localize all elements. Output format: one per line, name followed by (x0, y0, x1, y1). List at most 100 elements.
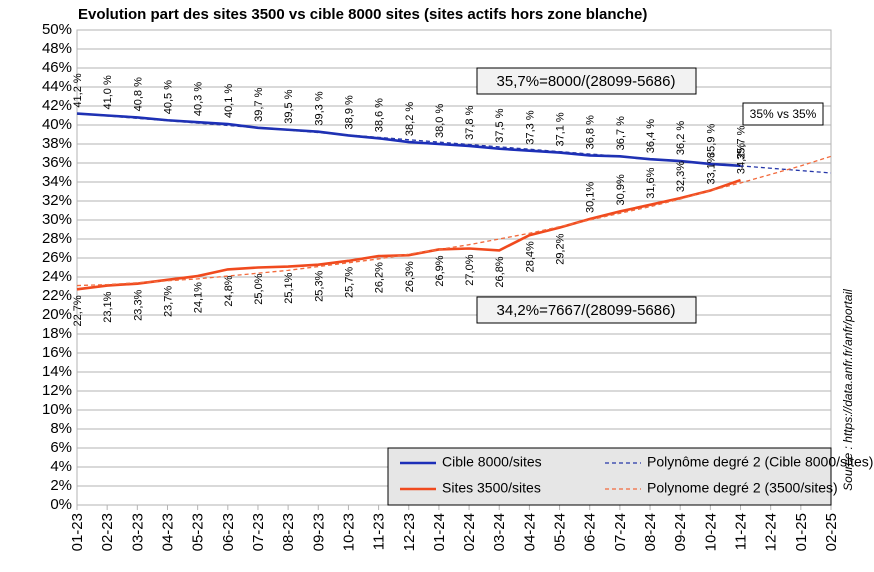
series-line (76, 178, 741, 291)
data-label: 24,8% (223, 275, 235, 306)
data-label: 23,7% (162, 286, 174, 317)
x-tick-label: 02-24 (461, 513, 478, 551)
data-label: 37,5 % (494, 108, 506, 142)
y-tick-label: 30% (42, 211, 72, 228)
plot (76, 29, 832, 506)
x-tick-label: 07-23 (250, 513, 267, 551)
x-tick-label: 09-23 (310, 513, 327, 551)
data-label: 22,7% (72, 295, 84, 326)
data-label: 37,3 % (524, 110, 536, 144)
legend-label: Cible 8000/sites (442, 454, 542, 470)
x-tick-label: 08-24 (642, 513, 659, 551)
y-tick-label: 38% (42, 135, 72, 152)
x-tick-label: 08-23 (280, 513, 297, 551)
x-tick-label: 02-23 (99, 513, 116, 551)
data-label: 41,2 % (72, 73, 84, 107)
data-label: 32,3% (675, 161, 687, 192)
y-tick-label: 34% (42, 173, 72, 190)
x-tick-label: 04-24 (521, 513, 538, 551)
x-tick-label: 09-24 (672, 513, 689, 551)
data-label: 37,1 % (555, 112, 567, 146)
trend-line (76, 112, 832, 174)
x-tick-label: 06-24 (582, 513, 599, 551)
data-label: 33,1% (705, 153, 717, 184)
data-label: 38,9 % (343, 95, 355, 129)
x-tick-label: 10-24 (702, 513, 719, 551)
data-label: 26,9% (434, 255, 446, 286)
annotation: 34,2%=7667/(28099-5686) (497, 302, 676, 319)
data-label: 31,6% (645, 167, 657, 198)
legend-label: Sites 3500/sites (442, 480, 541, 496)
y-tick-label: 46% (42, 59, 72, 76)
y-tick-label: 6% (50, 439, 72, 456)
x-tick-label: 03-23 (129, 513, 146, 551)
data-label: 29,2% (555, 233, 567, 264)
data-label: 39,7 % (253, 87, 265, 121)
legend-label: Polynome degré 2 (3500/sites) (647, 480, 838, 496)
data-label: 39,5 % (283, 89, 295, 123)
x-tick-label: 10-23 (340, 513, 357, 551)
annotation: 35,7%=8000/(28099-5686) (497, 73, 676, 90)
data-label: 40,8 % (132, 77, 144, 111)
y-tick-label: 16% (42, 344, 72, 361)
data-label: 28,4% (524, 241, 536, 272)
data-label: 40,5 % (162, 80, 174, 114)
legend-label: Polynôme degré 2 (Cible 8000/sites) (647, 454, 873, 470)
data-label: 25,1% (283, 272, 295, 303)
x-tick-label: 12-23 (401, 513, 418, 551)
y-tick-label: 44% (42, 78, 72, 95)
data-label: 41,0 % (102, 75, 114, 109)
y-tick-label: 18% (42, 325, 72, 342)
data-label: 25,7% (343, 267, 355, 298)
y-tick-label: 50% (42, 21, 72, 38)
x-tick-label: 06-23 (220, 513, 237, 551)
data-label: 24,1% (193, 282, 205, 313)
data-label: 38,0 % (434, 104, 446, 138)
plot-border (76, 29, 832, 506)
x-tick-label: 12-24 (763, 513, 780, 551)
data-label: 38,6 % (374, 98, 386, 132)
y-tick-label: 36% (42, 154, 72, 171)
data-label: 36,7 % (615, 116, 627, 150)
x-tick-label: 05-24 (552, 513, 569, 551)
y-tick-label: 10% (42, 401, 72, 418)
x-tick-label: 07-24 (612, 513, 629, 551)
x-tick-label: 03-24 (491, 513, 508, 551)
annotation-box: 35% vs 35% (742, 102, 824, 126)
data-label: 26,8% (494, 256, 506, 287)
data-label: 36,2 % (675, 121, 687, 155)
data-label: 34,2% (736, 143, 748, 174)
data-label: 26,3% (404, 261, 416, 292)
y-tick-label: 24% (42, 268, 72, 285)
data-label: 38,2 % (404, 102, 416, 136)
y-tick-label: 12% (42, 382, 72, 399)
x-tick-label: 05-23 (190, 513, 207, 551)
data-label: 35,9 % (705, 123, 717, 157)
data-label: 37,8 % (464, 105, 476, 139)
data-label: 23,1% (102, 291, 114, 322)
data-label: 27,0% (464, 254, 476, 285)
y-tick-label: 2% (50, 477, 72, 494)
annotation: 35% vs 35% (750, 107, 817, 121)
annotation-box: 35,7%=8000/(28099-5686) (476, 67, 697, 95)
data-label: 25,0% (253, 273, 265, 304)
y-tick-label: 8% (50, 420, 72, 437)
y-tick-label: 26% (42, 249, 72, 266)
y-tick-label: 22% (42, 287, 72, 304)
data-label: 40,3 % (193, 82, 205, 116)
y-tick-label: 20% (42, 306, 72, 323)
data-label: 23,3% (132, 289, 144, 320)
y-tick-label: 0% (50, 496, 72, 513)
y-tick-label: 48% (42, 40, 72, 57)
data-label: 36,8 % (585, 115, 597, 149)
data-label: 35,7 % (736, 125, 748, 159)
source: Source : https://data.anfr.fr/anfr/porta… (841, 289, 855, 491)
data-label: 26,2% (374, 262, 386, 293)
x-tick-label: 01-25 (793, 513, 810, 551)
y-tick-label: 14% (42, 363, 72, 380)
x-tick-label: 01-24 (431, 513, 448, 551)
y-tick-label: 28% (42, 230, 72, 247)
trend-line (76, 155, 832, 287)
annotation-box: 34,2%=7667/(28099-5686) (476, 296, 697, 324)
